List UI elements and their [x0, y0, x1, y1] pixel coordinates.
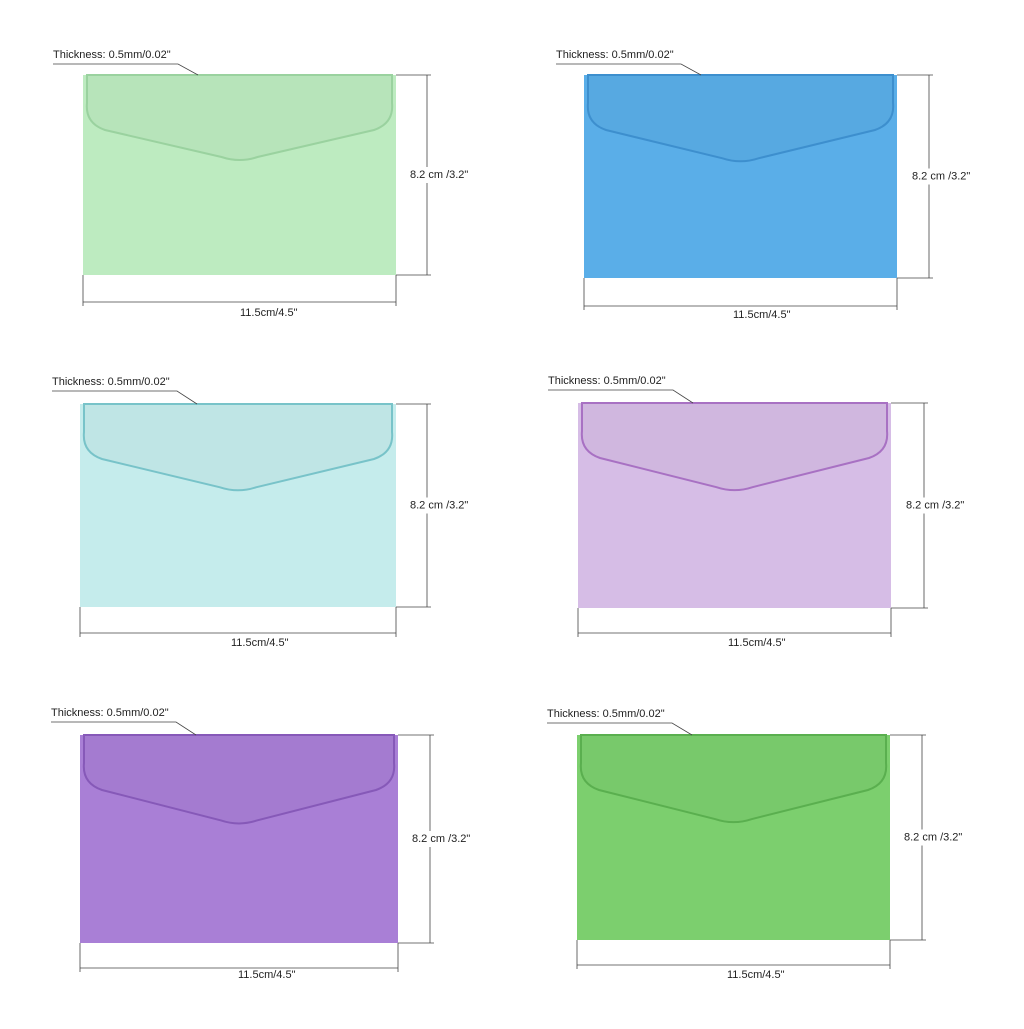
width-label: 11.5cm/4.5": [728, 637, 786, 649]
height-label: 8.2 cm /3.2": [410, 169, 468, 181]
leader-line: [51, 721, 197, 736]
leader-line: [548, 389, 694, 404]
envelope-item: Thickness: 0.5mm/0.02" 8.2 cm /3.2" 11.5cm…: [51, 707, 474, 981]
height-label: 8.2 cm /3.2": [912, 170, 970, 182]
thickness-label: Thickness: 0.5mm/0.02": [548, 375, 666, 387]
label-bg: [908, 168, 974, 185]
envelope-item: Thickness: 0.5mm/0.02" 8.2 cm /3.2" 11.5cm…: [52, 376, 472, 649]
thickness-label: Thickness: 0.5mm/0.02": [547, 708, 665, 720]
width-label: 11.5cm/4.5": [240, 307, 298, 319]
thickness-label: Thickness: 0.5mm/0.02": [52, 376, 170, 388]
envelope-item: Thickness: 0.5mm/0.02" 8.2 cm /3.2" 11.5cm…: [53, 49, 472, 319]
thickness-label: Thickness: 0.5mm/0.02": [556, 49, 674, 61]
envelope-flap: [579, 734, 888, 824]
envelope-item: Thickness: 0.5mm/0.02" 8.2 cm /3.2" 11.5cm…: [556, 49, 974, 321]
height-label: 8.2 cm /3.2": [410, 499, 468, 511]
height-label: 8.2 cm /3.2": [906, 499, 964, 511]
label-bg: [406, 167, 472, 183]
envelope-flap: [82, 403, 394, 492]
envelope-item: Thickness: 0.5mm/0.02" 8.2 cm /3.2" 11.5cm…: [547, 708, 966, 981]
leader-line: [53, 63, 199, 76]
thickness-label: Thickness: 0.5mm/0.02": [53, 49, 171, 61]
width-label: 11.5cm/4.5": [733, 309, 791, 321]
width-label: 11.5cm/4.5": [238, 969, 296, 981]
label-bg: [408, 831, 474, 847]
envelope-flap: [580, 402, 889, 492]
leader-line: [52, 390, 198, 405]
label-bg: [902, 497, 968, 514]
envelope-flap: [82, 734, 396, 825]
label-bg: [900, 829, 966, 846]
envelope-flap: [586, 74, 895, 163]
height-label: 8.2 cm /3.2": [904, 831, 962, 843]
label-bg: [406, 497, 472, 514]
height-label: 8.2 cm /3.2": [412, 833, 470, 845]
width-label: 11.5cm/4.5": [727, 969, 785, 981]
width-label: 11.5cm/4.5": [231, 637, 289, 649]
thickness-label: Thickness: 0.5mm/0.02": [51, 707, 169, 719]
envelope-flap: [85, 74, 394, 161]
leader-line: [556, 63, 702, 76]
envelope-item: Thickness: 0.5mm/0.02" 8.2 cm /3.2" 11.5cm…: [548, 375, 968, 649]
leader-line: [547, 722, 693, 736]
